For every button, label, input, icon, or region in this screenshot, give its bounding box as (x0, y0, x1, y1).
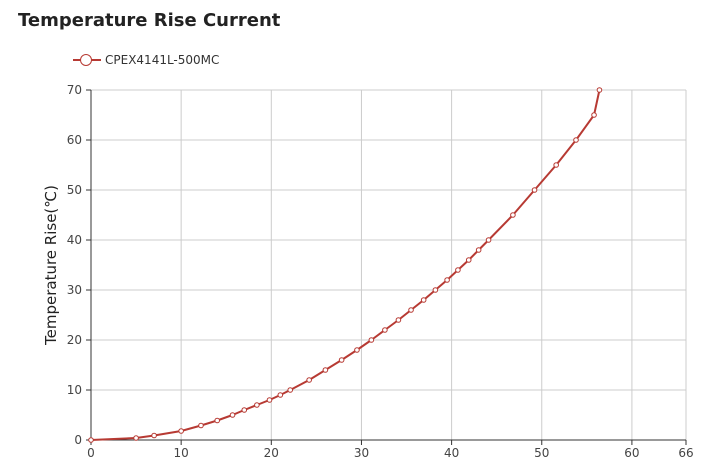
x-tick-label: 60 (624, 446, 639, 460)
legend[interactable]: CPEX4141L-500MC (73, 51, 219, 69)
data-point (368, 337, 375, 343)
series-line (90, 89, 601, 441)
data-point (420, 297, 427, 303)
data-point (266, 397, 273, 403)
data-point (322, 367, 329, 373)
data-point (596, 87, 603, 93)
data-point (432, 287, 439, 293)
y-tick-label: 0 (74, 433, 82, 447)
data-point (485, 237, 492, 243)
x-tick-label: 10 (174, 446, 189, 460)
data-point (531, 187, 538, 193)
legend-line-marker-icon (73, 53, 101, 67)
x-tick-label: 40 (444, 446, 459, 460)
data-point (395, 317, 402, 323)
data-point (465, 257, 472, 263)
legend-label: CPEX4141L-500MC (105, 53, 220, 67)
data-point (382, 327, 388, 333)
data-point (178, 428, 184, 434)
data-point (254, 402, 260, 408)
data-point (553, 162, 559, 168)
y-tick-label: 60 (67, 133, 82, 147)
data-point (214, 417, 221, 424)
y-tick-label: 50 (67, 183, 82, 197)
data-point (510, 212, 516, 218)
y-tick-label: 30 (67, 283, 82, 297)
data-point (475, 247, 482, 253)
grid-lines (91, 89, 687, 440)
data-point (354, 347, 360, 353)
tick-labels: 0 10 20 30 40 50 60 66 0 10 20 30 40 50 60 70 (67, 83, 694, 460)
axes (86, 89, 687, 445)
y-tick-label: 20 (67, 333, 82, 347)
x-tick-label: 66 (678, 446, 693, 460)
legend-swatch-dot (80, 54, 92, 66)
data-point (455, 267, 461, 273)
data-point (408, 307, 414, 313)
data-point (306, 377, 312, 383)
data-point (287, 387, 294, 393)
y-tick-label: 10 (67, 383, 82, 397)
data-point (591, 112, 597, 118)
chart-title: Temperature Rise Current (18, 10, 281, 31)
x-tick-label: 50 (534, 446, 549, 460)
data-point (573, 137, 579, 143)
data-point (151, 432, 157, 439)
y-tick-label: 70 (67, 83, 82, 97)
x-tick-label: 20 (264, 446, 279, 460)
data-point (88, 437, 94, 443)
x-tick-label: 30 (354, 446, 369, 460)
data-point (338, 357, 345, 363)
data-point (444, 277, 450, 283)
data-point (241, 407, 248, 413)
data-point (277, 392, 284, 398)
series-layer (88, 87, 603, 443)
data-point (229, 412, 236, 418)
data-point (133, 435, 139, 441)
data-point (198, 422, 204, 429)
x-tick-label: 0 (87, 446, 95, 460)
y-tick-label: 40 (67, 233, 82, 247)
